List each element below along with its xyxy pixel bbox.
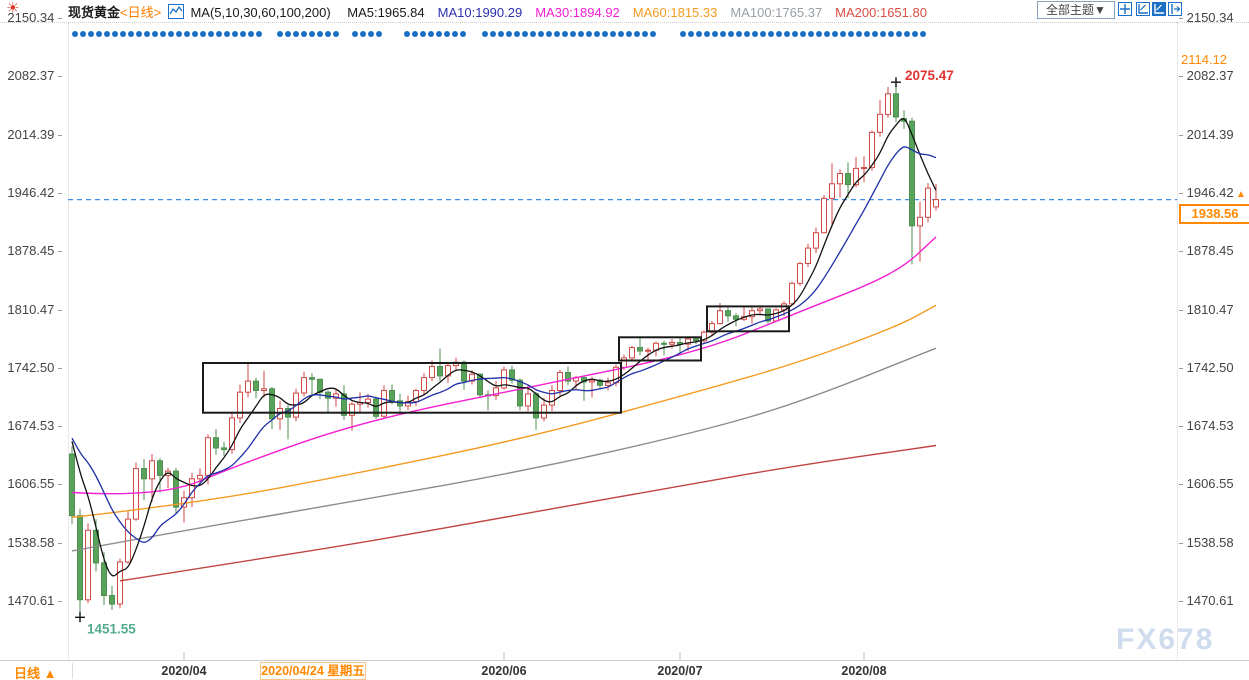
scale-y-icon[interactable] (1152, 2, 1166, 16)
current-price-tag: 1938.56 (1179, 204, 1249, 224)
price-axis-label: 1538.58 (4, 535, 62, 550)
plot-left-edge (68, 22, 69, 660)
ma-value: MA60:1815.33 (632, 5, 718, 20)
ma-value: MA30:1894.92 (535, 5, 620, 20)
month-label: 2020/06 (481, 664, 527, 678)
price-axis-label: 1470.61 (1179, 593, 1234, 608)
scale-x-icon[interactable] (1136, 2, 1150, 16)
watermark: FX678 (1116, 623, 1215, 656)
session-high-tag: 2114.12 (1181, 52, 1228, 67)
price-axis-label: 1538.58 (1179, 535, 1234, 550)
ma-values: MA5:1965.84 MA10:1990.29 MA30:1894.92 MA60:… (334, 5, 927, 20)
price-axis-label: 1742.50 (1179, 360, 1234, 375)
price-axis-label: 1470.61 (4, 593, 62, 608)
instrument-name: 现货黄金 (68, 5, 121, 20)
dot-group (352, 25, 384, 37)
dot-group (482, 25, 658, 37)
ma-value: MA5:1965.84 (347, 5, 425, 20)
price-axis-label: 2014.39 (4, 127, 62, 142)
price-axis-label: 2082.37 (4, 68, 62, 83)
month-label: 2020/07 (657, 664, 703, 678)
dot-group (680, 25, 928, 37)
price-axis-label: 1606.55 (4, 476, 62, 491)
plot-right-edge (1177, 22, 1178, 660)
price-axis-label: 1674.53 (1179, 418, 1234, 433)
pan-right-icon[interactable] (1168, 2, 1182, 16)
header-bar: ☀ 现货黄金<日线> MA(5,10,30,60,100,200) MA5:19… (0, 0, 1249, 22)
price-axis-label: 2150.34 (4, 10, 62, 25)
footer-separator (72, 663, 73, 679)
time-axis-bar: 日线 ▲ 2020/04 2020/06 2020/07 2020/08 2020/0… (0, 660, 1249, 680)
ma-value: MA100:1765.37 (730, 5, 823, 20)
instrument-title-row: 现货黄金<日线> MA(5,10,30,60,100,200) MA5:1965… (68, 2, 927, 21)
price-axis-label: 1742.50 (4, 360, 62, 375)
crosshair-date-label: 2020/04/24 星期五 (260, 662, 366, 680)
ma-value: MA200:1651.80 (835, 5, 927, 20)
ma-group-label: MA(5,10,30,60,100,200) (190, 5, 331, 20)
indicator-chart-icon[interactable] (167, 4, 184, 19)
price-up-arrow-icon: ▲ (1236, 189, 1246, 200)
month-label: 2020/04 (161, 664, 207, 678)
price-axis-label: 1810.47 (4, 302, 62, 317)
dot-group (72, 25, 264, 37)
price-axis-label: 1810.47 (1179, 302, 1234, 317)
period-tag: <日线> (120, 5, 162, 20)
price-axis-label: 1878.45 (1179, 243, 1234, 258)
chart-plot-area[interactable] (68, 22, 1177, 660)
dot-group (404, 25, 468, 37)
settings-sun-icon[interactable]: ☀ (6, 0, 20, 17)
dot-group (277, 25, 341, 37)
month-label: 2020/08 (841, 664, 887, 678)
price-axis-label: 1878.45 (4, 243, 62, 258)
price-axis-label: 2150.34 (1179, 10, 1234, 25)
theme-dropdown[interactable]: 全部主题▼ (1037, 1, 1115, 19)
price-axis-label: 1606.55 (1179, 476, 1234, 491)
price-axis-label: 1946.42 (1179, 185, 1234, 200)
crosshair-icon[interactable] (1118, 2, 1132, 16)
price-axis-label: 2082.37 (1179, 68, 1234, 83)
price-axis-label: 1946.42 (4, 185, 62, 200)
price-axis-label: 2014.39 (1179, 127, 1234, 142)
ma-value: MA10:1990.29 (437, 5, 523, 20)
price-axis-label: 1674.53 (4, 418, 62, 433)
header-divider (0, 22, 1249, 23)
period-button[interactable]: 日线 ▲ (14, 666, 57, 680)
